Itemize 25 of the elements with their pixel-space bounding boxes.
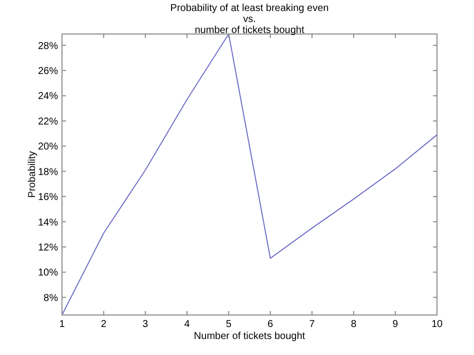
x-tick-label: 8: [350, 319, 357, 330]
y-tick-label: 22%: [38, 116, 58, 128]
x-axis-title: Number of tickets bought: [194, 331, 306, 342]
x-tick-label: 3: [142, 319, 149, 330]
y-tick-label: 12%: [38, 242, 58, 254]
x-tick-label: 6: [268, 319, 274, 330]
x-tick-label: 7: [309, 319, 316, 330]
y-tick-label: 16%: [38, 192, 58, 204]
y-tick-label: 8%: [44, 292, 58, 304]
x-tick-label: 1: [59, 319, 66, 330]
x-tick-label: 10: [431, 319, 443, 330]
y-axis-title: Probability: [27, 151, 38, 198]
y-tick-label: 14%: [38, 217, 58, 228]
y-tick-label: 10%: [38, 268, 58, 279]
line-series: [62, 34, 438, 316]
x-tick-label: 5: [226, 319, 232, 330]
x-tick-label: 4: [184, 319, 190, 330]
y-tick-label: 20%: [38, 142, 58, 153]
y-tick-label: 28%: [38, 40, 58, 52]
y-tick-label: 24%: [38, 91, 58, 102]
x-tick-label: 9: [392, 319, 399, 330]
y-tick-label: 26%: [38, 66, 58, 78]
y-tick-label: 18%: [38, 166, 58, 178]
chart-title: Probability of at least breaking even vs. number of tickets bought: [170, 3, 329, 36]
x-tick-label: 2: [100, 319, 107, 330]
